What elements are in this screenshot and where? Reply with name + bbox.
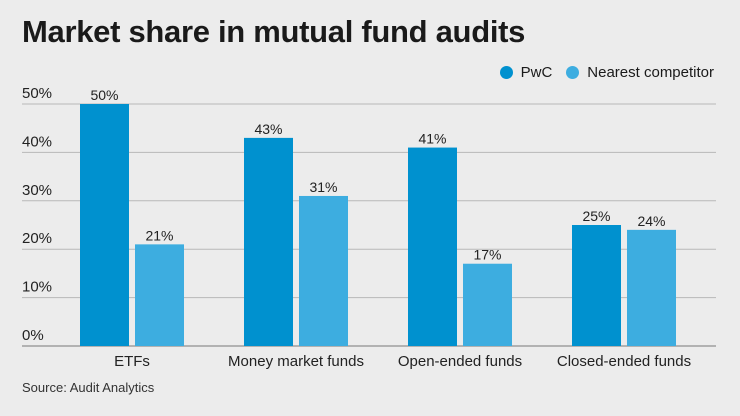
x-category-label: Open-ended funds	[398, 353, 522, 370]
legend-label-competitor: Nearest competitor	[587, 64, 714, 81]
x-category-label: ETFs	[114, 353, 150, 370]
y-tick-label: 30%	[22, 182, 52, 199]
y-tick-label: 20%	[22, 230, 52, 247]
legend-swatch-pwc	[499, 66, 513, 79]
bar-value-label: 24%	[637, 213, 665, 229]
bar-value-label: 21%	[145, 227, 173, 243]
legend-label-pwc: PwC	[520, 64, 553, 81]
bar-value-label: 43%	[254, 121, 282, 137]
legend: PwC Nearest competitor	[486, 64, 714, 81]
chart-title: Market share in mutual fund audits	[22, 14, 526, 49]
legend-item-pwc: PwC	[499, 64, 553, 81]
y-tick-label: 10%	[22, 279, 52, 296]
bar	[627, 229, 676, 346]
bar-value-label: 25%	[582, 208, 610, 224]
bar	[463, 263, 512, 346]
y-tick-label: 0%	[22, 327, 44, 344]
bar-value-label: 31%	[309, 179, 337, 195]
bar-value-label: 41%	[418, 131, 446, 147]
source-note: Source: Audit Analytics	[22, 380, 155, 395]
y-tick-label: 40%	[22, 133, 52, 150]
legend-item-competitor: Nearest competitor	[566, 64, 714, 81]
bar	[299, 195, 348, 346]
bar	[244, 137, 293, 346]
bar-value-label: 50%	[90, 87, 118, 103]
y-tick-label: 50%	[22, 85, 52, 102]
legend-swatch-competitor	[566, 66, 580, 79]
bar	[135, 244, 184, 346]
bar-value-label: 17%	[473, 247, 501, 263]
bar	[572, 225, 621, 346]
bar	[408, 147, 457, 346]
x-category-label: Closed-ended funds	[557, 353, 691, 370]
bar	[80, 104, 129, 346]
x-category-label: Money market funds	[228, 353, 364, 370]
